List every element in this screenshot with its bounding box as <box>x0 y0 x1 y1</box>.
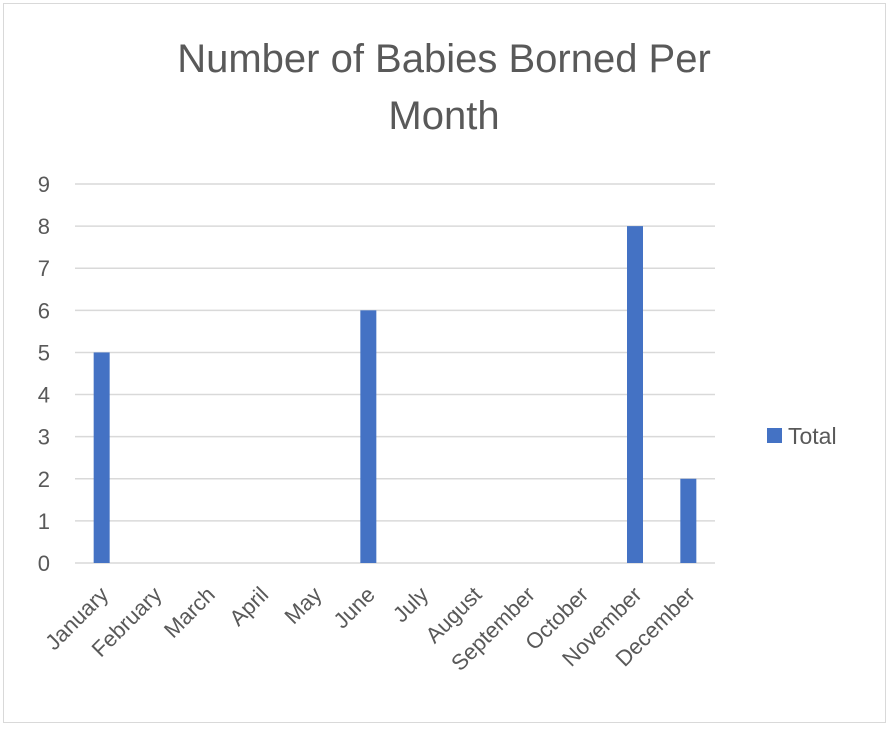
bar-december <box>680 478 697 563</box>
y-tick-label: 5 <box>38 340 50 365</box>
x-tick-label-april: April <box>224 582 273 631</box>
bar-chart: Number of Babies Borned Per Month 0 1 2 3 4 5… <box>38 37 837 676</box>
chart-title-line-2: Month <box>388 94 499 138</box>
y-tick-label: 9 <box>38 172 50 197</box>
x-tick-label-march: March <box>159 582 220 643</box>
y-tick-label: 1 <box>38 509 50 534</box>
y-tick-label: 3 <box>38 425 50 450</box>
x-tick-label-june: June <box>328 582 379 633</box>
x-tick-label-july: July <box>388 582 433 627</box>
legend: Total <box>767 423 837 449</box>
legend-label-total: Total <box>788 423 837 449</box>
y-tick-label: 2 <box>38 467 50 492</box>
bar-november <box>627 226 643 563</box>
chart-frame: Number of Babies Borned Per Month 0 1 2 3 4 5… <box>3 3 886 723</box>
y-tick-label: 7 <box>38 256 50 281</box>
y-axis-ticks: 0 1 2 3 4 5 6 7 8 9 <box>38 172 50 576</box>
legend-swatch-total <box>767 428 782 443</box>
y-tick-label: 6 <box>38 298 50 323</box>
bars <box>93 226 697 563</box>
gridlines <box>75 183 715 564</box>
y-tick-label: 8 <box>38 214 50 239</box>
x-tick-label-may: May <box>279 582 326 629</box>
bar-june <box>360 310 377 563</box>
y-tick-label: 0 <box>38 551 50 576</box>
bar-january <box>93 352 110 563</box>
chart-title-line-1: Number of Babies Borned Per <box>177 37 711 81</box>
y-tick-label: 4 <box>38 383 50 408</box>
